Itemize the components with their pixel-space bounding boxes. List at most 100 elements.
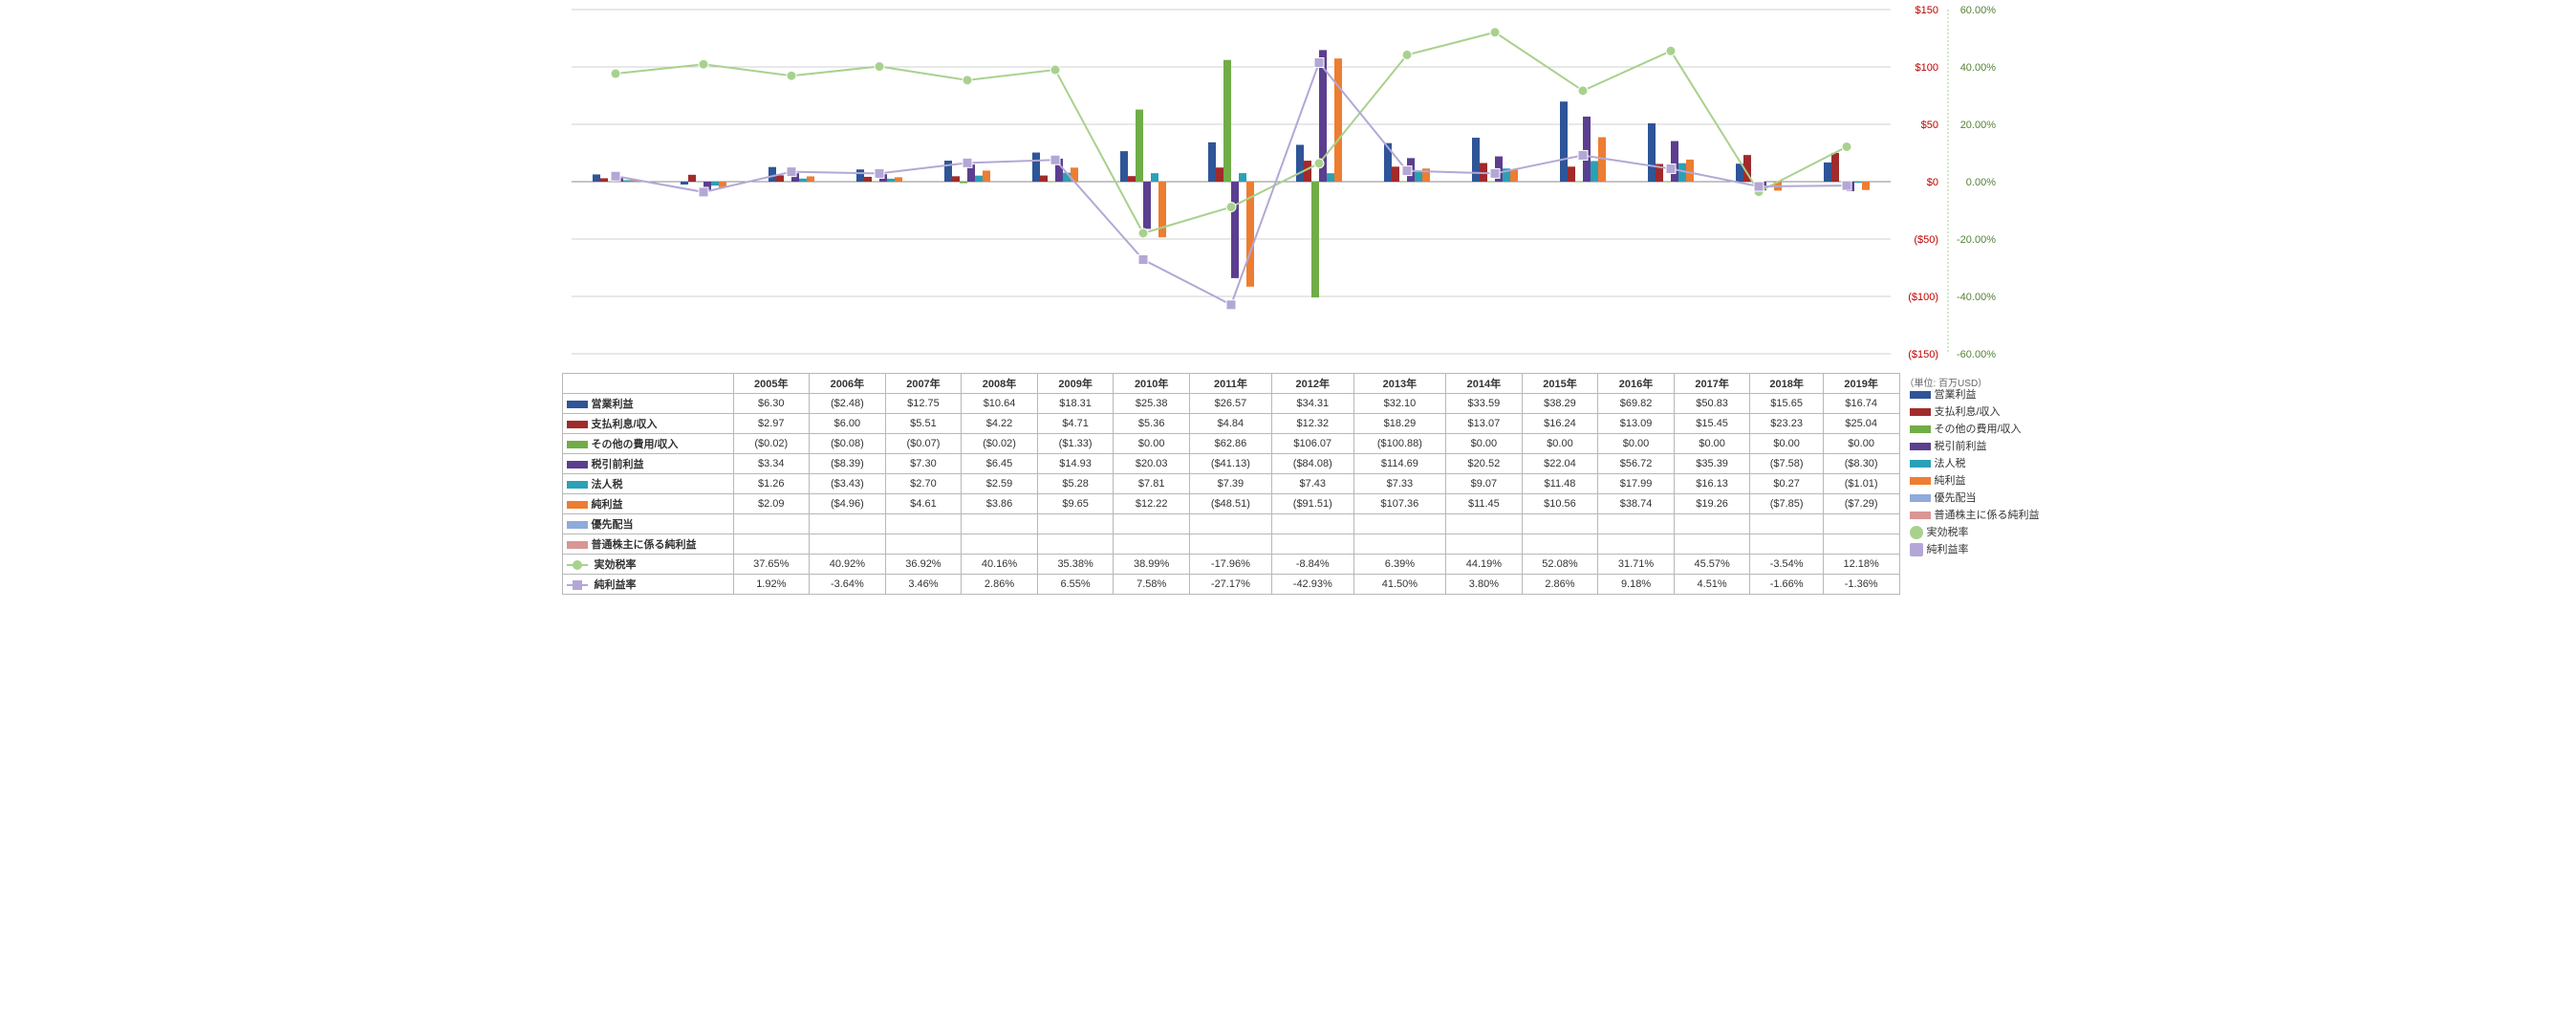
legend-item: その他の費用/収入 <box>1910 421 2015 436</box>
cell: 35.38% <box>1037 555 1114 575</box>
cell: 1.92% <box>733 575 810 595</box>
cell <box>1674 534 1750 555</box>
cell: ($0.08) <box>810 434 886 454</box>
marker-npm <box>1050 155 1060 164</box>
bar-int <box>688 175 696 182</box>
cell <box>1823 534 1899 555</box>
row-header: 実効税率 <box>562 555 733 575</box>
svg-text:$0: $0 <box>1926 177 1937 188</box>
cell <box>962 534 1038 555</box>
marker-npm <box>699 187 708 197</box>
bar-op <box>1032 153 1040 182</box>
cell: $13.09 <box>1598 414 1675 434</box>
cell: $56.72 <box>1598 454 1675 474</box>
cell: $7.81 <box>1114 474 1190 494</box>
cell <box>1598 514 1675 534</box>
bar-op <box>1120 151 1128 182</box>
table-row: 純利益率1.92%-3.64%3.46%2.86%6.55%7.58%-27.1… <box>562 575 1899 595</box>
bar-int <box>1128 176 1136 182</box>
svg-text:($50): ($50) <box>1914 234 1938 246</box>
year-header: 2013年 <box>1353 374 1445 394</box>
cell: $16.13 <box>1674 474 1750 494</box>
cell: $6.45 <box>962 454 1038 474</box>
cell: $10.64 <box>962 394 1038 414</box>
bar-op <box>1824 163 1831 182</box>
bar-int <box>600 178 608 182</box>
cell: 52.08% <box>1522 555 1598 575</box>
cell: $11.48 <box>1522 474 1598 494</box>
marker-npm <box>1754 182 1764 191</box>
corner-cell <box>562 374 733 394</box>
legend-item: 支払利息/収入 <box>1910 403 2015 419</box>
cell <box>810 534 886 555</box>
cell: $0.00 <box>1598 434 1675 454</box>
bar-op <box>1296 144 1304 182</box>
cell <box>733 514 810 534</box>
cell: $107.36 <box>1353 494 1445 514</box>
bar-oth <box>1399 182 1407 183</box>
bar-tax <box>799 179 807 182</box>
year-header: 2012年 <box>1271 374 1353 394</box>
bar-int <box>1831 153 1839 182</box>
cell: ($8.39) <box>810 454 886 474</box>
bar-ni <box>983 170 990 182</box>
svg-text:-40.00%: -40.00% <box>1957 292 1996 303</box>
table-row: 法人税$1.26($3.43)$2.70$2.59$5.28$7.81$7.39… <box>562 474 1899 494</box>
cell: $9.07 <box>1446 474 1523 494</box>
cell <box>885 514 962 534</box>
financial-chart: ($150)($100)($50)$0$50$100$150-60.00%-40… <box>562 0 2015 373</box>
year-header: 2007年 <box>885 374 962 394</box>
svg-text:0.00%: 0.00% <box>1965 177 1995 188</box>
year-header: 2014年 <box>1446 374 1523 394</box>
cell: $5.36 <box>1114 414 1190 434</box>
cell <box>1271 534 1353 555</box>
cell: $5.28 <box>1037 474 1114 494</box>
data-table: 2005年2006年2007年2008年2009年2010年2011年2012年… <box>562 373 1900 595</box>
cell: $0.00 <box>1446 434 1523 454</box>
bar-tax <box>1239 173 1246 182</box>
cell: $20.52 <box>1446 454 1523 474</box>
row-header: 法人税 <box>562 474 733 494</box>
cell: 31.71% <box>1598 555 1675 575</box>
cell <box>1598 534 1675 555</box>
cell: 2.86% <box>962 575 1038 595</box>
bar-pbt <box>1143 182 1151 229</box>
cell: $13.07 <box>1446 414 1523 434</box>
cell: ($7.58) <box>1750 454 1823 474</box>
cell: $50.83 <box>1674 394 1750 414</box>
cell: $4.71 <box>1037 414 1114 434</box>
svg-text:60.00%: 60.00% <box>1959 5 1996 16</box>
cell: ($1.33) <box>1037 434 1114 454</box>
legend-item: 税引前利益 <box>1910 438 2015 453</box>
cell: 9.18% <box>1598 575 1675 595</box>
cell: ($100.88) <box>1353 434 1445 454</box>
legend-item: 普通株主に係る純利益 <box>1910 507 2015 522</box>
cell: $2.97 <box>733 414 810 434</box>
cell: $38.74 <box>1598 494 1675 514</box>
bar-tax <box>1591 161 1598 182</box>
cell: $0.27 <box>1750 474 1823 494</box>
bar-int <box>1568 166 1575 182</box>
cell: $4.61 <box>885 494 962 514</box>
bar-ni <box>1334 58 1342 182</box>
bar-tax <box>887 179 895 182</box>
year-header: 2019年 <box>1823 374 1899 394</box>
cell: ($41.13) <box>1189 454 1271 474</box>
cell <box>1674 514 1750 534</box>
cell: $25.04 <box>1823 414 1899 434</box>
marker-etr <box>1666 46 1676 55</box>
marker-etr <box>699 59 708 69</box>
cell: 6.55% <box>1037 575 1114 595</box>
cell: 2.86% <box>1522 575 1598 595</box>
cell: $15.65 <box>1750 394 1823 414</box>
cell: $0.00 <box>1522 434 1598 454</box>
table-row: 支払利息/収入$2.97$6.00$5.51$4.22$4.71$5.36$4.… <box>562 414 1899 434</box>
cell <box>1189 534 1271 555</box>
svg-text:40.00%: 40.00% <box>1959 62 1996 74</box>
cell: -1.36% <box>1823 575 1899 595</box>
cell <box>1446 534 1523 555</box>
cell: ($7.29) <box>1823 494 1899 514</box>
cell: 38.99% <box>1114 555 1190 575</box>
cell: $16.74 <box>1823 394 1899 414</box>
bar-tax <box>1151 173 1158 182</box>
